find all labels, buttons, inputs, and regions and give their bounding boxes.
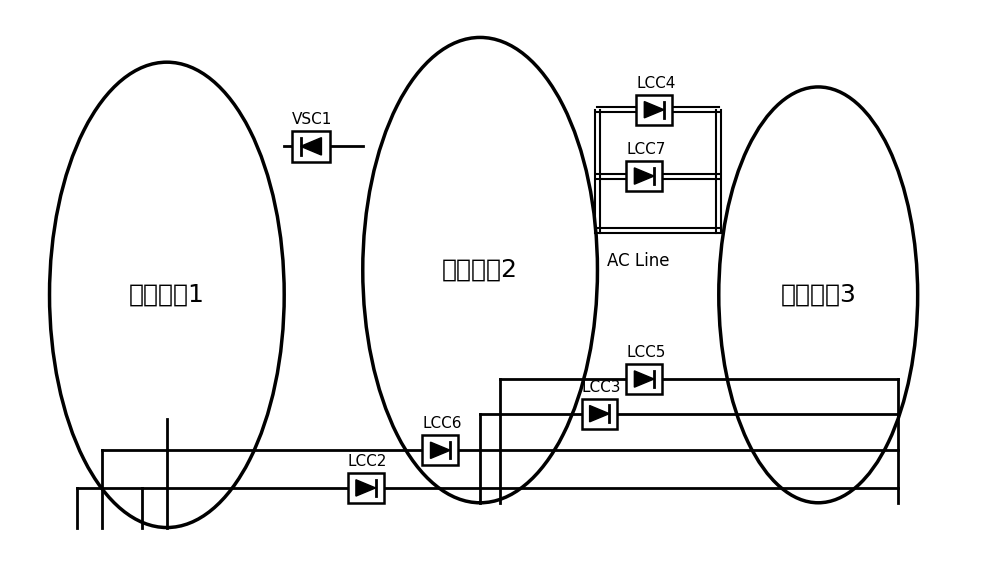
Polygon shape xyxy=(356,480,376,496)
Polygon shape xyxy=(301,137,321,155)
Polygon shape xyxy=(590,406,609,422)
Polygon shape xyxy=(634,371,654,387)
Bar xyxy=(636,95,672,125)
Text: VSC1: VSC1 xyxy=(292,112,333,127)
Text: LCC5: LCC5 xyxy=(626,345,666,360)
Bar xyxy=(422,435,458,465)
Bar xyxy=(582,399,617,429)
Ellipse shape xyxy=(50,62,284,527)
Text: 交流系统3: 交流系统3 xyxy=(780,283,856,307)
Bar xyxy=(348,473,384,503)
Text: AC Line: AC Line xyxy=(607,252,670,270)
Ellipse shape xyxy=(719,87,918,503)
Polygon shape xyxy=(634,168,654,184)
Text: LCC4: LCC4 xyxy=(636,76,676,91)
Bar xyxy=(626,364,662,394)
Ellipse shape xyxy=(363,38,597,503)
Text: LCC3: LCC3 xyxy=(582,380,621,395)
Text: LCC6: LCC6 xyxy=(422,416,462,431)
Bar xyxy=(292,131,330,162)
Text: LCC2: LCC2 xyxy=(348,454,387,469)
Polygon shape xyxy=(644,102,664,118)
Text: 交流系统1: 交流系统1 xyxy=(129,283,205,307)
Text: LCC7: LCC7 xyxy=(626,142,666,157)
Text: 交流系统2: 交流系统2 xyxy=(442,258,518,282)
Polygon shape xyxy=(430,442,450,458)
Bar xyxy=(626,161,662,191)
